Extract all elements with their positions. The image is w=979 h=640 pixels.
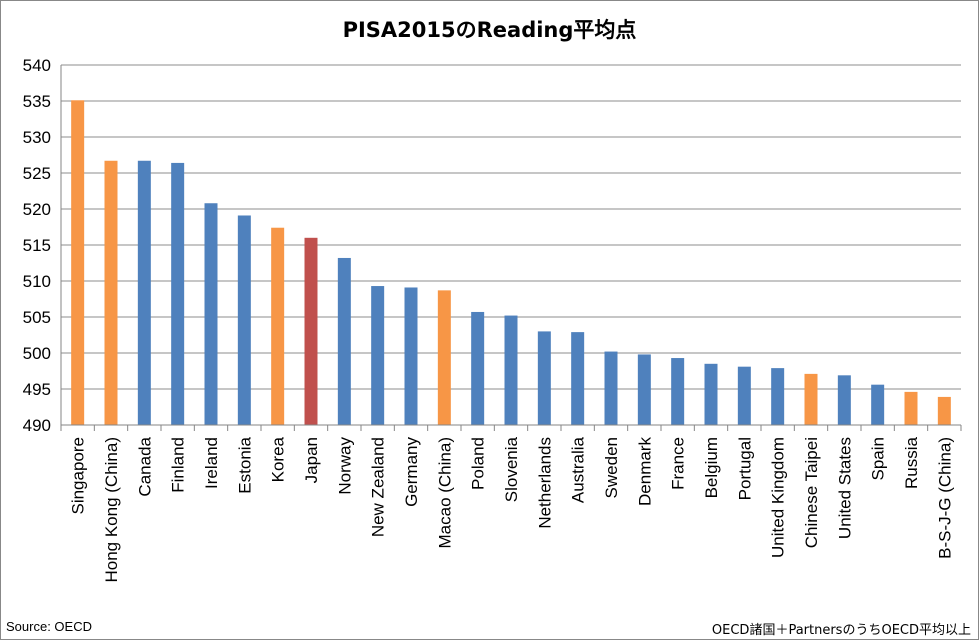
x-tick-label: Japan — [302, 437, 321, 483]
bar-sweden — [604, 351, 618, 425]
bar-ireland — [204, 203, 218, 425]
x-tick-label: Norway — [335, 437, 354, 495]
bar-new-zealand — [371, 286, 385, 425]
y-tick-label: 510 — [23, 272, 51, 291]
bar-united-kingdom — [771, 368, 785, 425]
x-tick-label: Korea — [269, 436, 288, 482]
x-tick-label: Estonia — [235, 436, 254, 493]
bar-finland — [171, 162, 185, 426]
x-tick-label: Sweden — [602, 437, 621, 498]
x-tick-label: Hong Kong (China) — [102, 437, 121, 583]
bar-spain — [871, 384, 885, 425]
x-tick-label: United Kingdom — [769, 437, 788, 558]
bar-korea — [271, 227, 285, 425]
bar-portugal — [737, 366, 751, 425]
x-tick-label: Macao (China) — [435, 437, 454, 549]
bar-hong-kong-china- — [104, 160, 118, 425]
bar-estonia — [237, 215, 251, 425]
y-tick-label: 495 — [23, 380, 51, 399]
x-tick-label: Chinese Taipei — [802, 437, 821, 548]
x-tick-label: Singapore — [69, 437, 88, 515]
x-tick-label: Portugal — [735, 437, 754, 500]
x-tick-label: Canada — [135, 436, 154, 496]
y-tick-label: 505 — [23, 308, 51, 327]
bar-russia — [904, 391, 918, 425]
x-tick-label: New Zealand — [369, 437, 388, 537]
bar-poland — [471, 311, 485, 425]
bar-belgium — [704, 363, 718, 425]
source-note: Source: OECD — [6, 619, 92, 634]
bar-canada — [137, 160, 151, 425]
y-tick-label: 525 — [23, 164, 51, 183]
bar-france — [671, 358, 685, 425]
bar-macao-china- — [437, 290, 451, 425]
y-tick-label: 530 — [23, 128, 51, 147]
y-tick-label: 500 — [23, 344, 51, 363]
chart-title: PISA2015のReading平均点 — [342, 18, 637, 42]
x-tick-label: Spain — [869, 437, 888, 480]
y-tick-label: 520 — [23, 200, 51, 219]
y-tick-label: 540 — [23, 56, 51, 75]
bar-australia — [571, 332, 585, 425]
x-tick-label: Russia — [902, 436, 921, 489]
bar-netherlands — [537, 331, 551, 425]
bar-norway — [337, 257, 351, 425]
x-tick-label: B-S-J-G (China) — [935, 437, 954, 559]
y-tick-label: 515 — [23, 236, 51, 255]
legend-note: OECD諸国＋PartnersのうちOECD平均以上 — [711, 623, 971, 638]
bar-united-states — [837, 375, 851, 425]
x-tick-label: United States — [835, 437, 854, 539]
bar-b-s-j-g-china- — [937, 396, 951, 425]
x-tick-label: Finland — [169, 437, 188, 493]
x-tick-label: Netherlands — [535, 437, 554, 529]
x-tick-label: Poland — [469, 437, 488, 490]
y-tick-label: 535 — [23, 92, 51, 111]
bar-germany — [404, 287, 418, 425]
x-tick-label: Australia — [569, 436, 588, 503]
bar-denmark — [637, 354, 651, 425]
x-tick-label: Germany — [402, 437, 421, 507]
bar-slovenia — [504, 315, 518, 425]
x-tick-label: France — [669, 437, 688, 490]
bar-singapore — [71, 100, 85, 425]
x-tick-label: Denmark — [635, 437, 654, 506]
bar-japan — [304, 237, 318, 425]
bar-chinese-taipei — [804, 373, 818, 425]
y-tick-label: 490 — [23, 416, 51, 435]
x-tick-label: Ireland — [202, 437, 221, 489]
x-tick-label: Slovenia — [502, 436, 521, 502]
x-tick-label: Belgium — [702, 437, 721, 498]
